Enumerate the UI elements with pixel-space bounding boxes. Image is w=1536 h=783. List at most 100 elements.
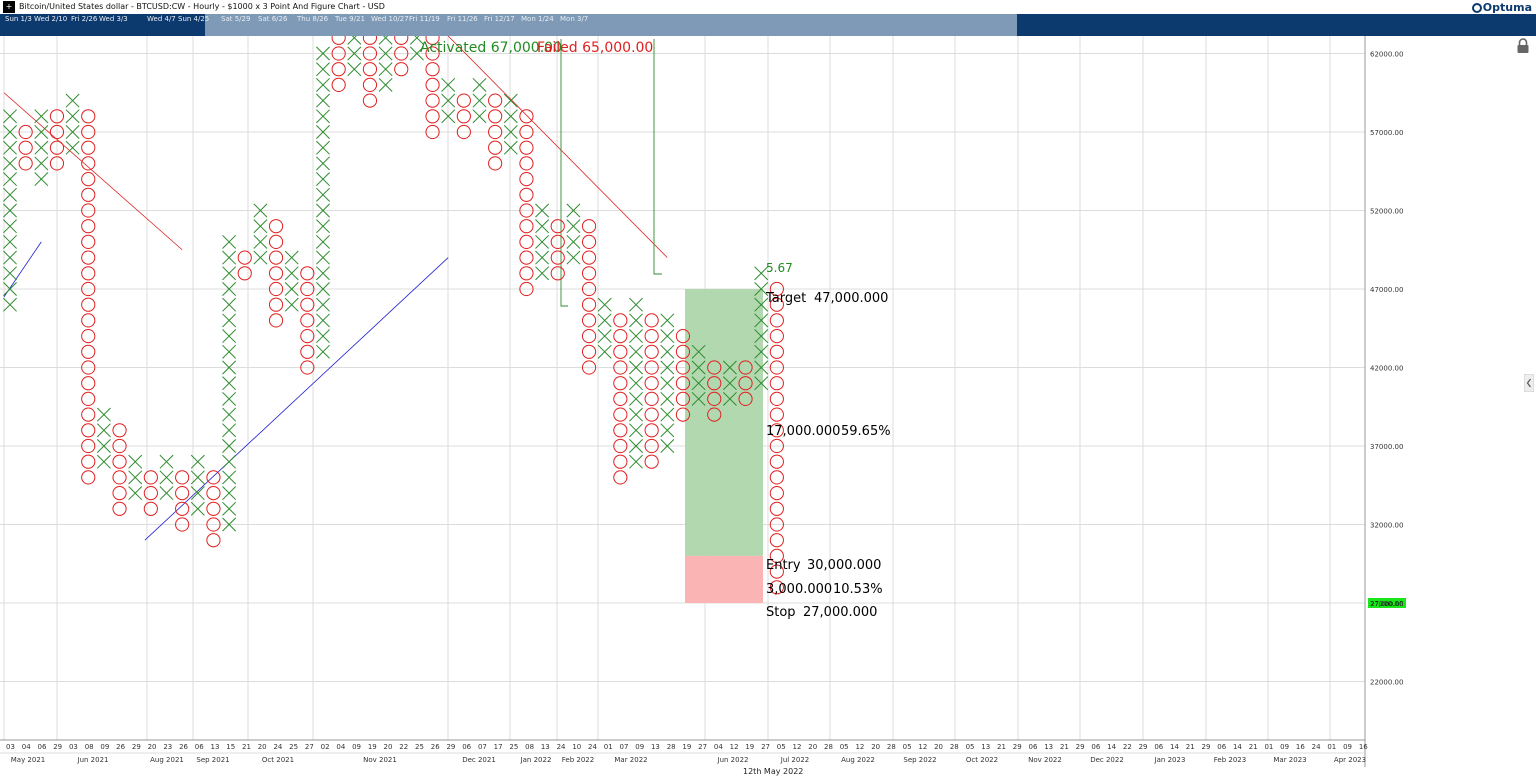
- x-stroke: [65, 93, 80, 108]
- x-stroke: [754, 360, 769, 375]
- x-tick-day-label: 01: [604, 743, 613, 751]
- lock-icon[interactable]: [1516, 38, 1530, 54]
- o-mark: [81, 109, 96, 124]
- o-mark: [550, 219, 565, 234]
- x-mark: [222, 391, 237, 406]
- o-mark: [112, 454, 127, 469]
- o-mark: [49, 140, 65, 155]
- o-mark: [81, 297, 96, 312]
- x-stroke: [754, 313, 769, 328]
- x-mark: [660, 423, 675, 438]
- o-mark: [644, 329, 659, 344]
- x-tick-day-label: 19: [745, 743, 754, 751]
- o-mark: [112, 438, 127, 454]
- o-mark: [456, 93, 471, 108]
- o-mark: [613, 313, 628, 328]
- x-tick-day-label: 29: [1202, 743, 1211, 751]
- x-stroke: [629, 407, 643, 422]
- x-tick-month-label: Jan 2023: [1154, 756, 1186, 764]
- x-stroke: [3, 140, 17, 155]
- x-stroke: [316, 203, 330, 218]
- x-stroke: [629, 439, 643, 453]
- x-mark: [722, 376, 737, 391]
- x-tick-month-label: Jan 2022: [520, 756, 552, 764]
- x-stroke: [691, 344, 706, 359]
- collapse-arrow-icon[interactable]: [1524, 374, 1534, 392]
- x-stroke: [566, 219, 581, 234]
- y-tick-label: 62000.00: [1370, 51, 1403, 59]
- x-mark: [128, 470, 143, 485]
- x-stroke: [566, 203, 581, 218]
- o-mark: [581, 234, 597, 249]
- x-mark: [597, 297, 612, 312]
- x-stroke: [597, 329, 612, 344]
- o-mark: [707, 360, 722, 375]
- o-mark: [769, 470, 784, 485]
- o-mark: [613, 391, 628, 406]
- o-mark: [769, 281, 784, 297]
- o-mark: [268, 234, 284, 249]
- x-mark: [316, 62, 330, 77]
- x-stroke: [378, 77, 393, 92]
- x-mark: [222, 407, 237, 422]
- x-tick-day-label: 26: [431, 743, 440, 751]
- o-mark: [362, 77, 378, 93]
- x-tick-day-label: 25: [509, 743, 518, 751]
- x-stroke: [190, 454, 205, 469]
- x-stroke: [629, 297, 643, 312]
- x-mark: [535, 234, 550, 249]
- x-mark: [222, 517, 237, 532]
- x-stroke: [629, 329, 643, 344]
- x-mark: [222, 344, 237, 359]
- o-mark: [81, 187, 96, 202]
- time-navigator[interactable]: Sun 1/3 Wed 2/10 Fri 2/26 Wed 3/3 Wed 4/7 Sun…: [0, 14, 1536, 36]
- x-tick-day-label: 19: [368, 743, 377, 751]
- x-stroke: [3, 219, 17, 234]
- x-stroke: [691, 376, 706, 391]
- x-stroke: [3, 156, 17, 171]
- risk-pct: 10.53%: [833, 582, 883, 597]
- o-mark: [175, 517, 190, 532]
- x-tick-day-label: 06: [462, 743, 471, 751]
- x-stroke: [660, 329, 675, 344]
- x-tick-day-label: 12: [918, 743, 927, 751]
- o-mark: [425, 46, 440, 61]
- o-mark: [769, 548, 784, 564]
- o-mark: [613, 470, 628, 485]
- o-mark: [644, 423, 659, 438]
- o-mark: [519, 281, 534, 297]
- x-mark: [3, 140, 17, 155]
- x-stroke: [629, 313, 643, 328]
- entry-value: 30,000.000: [807, 558, 881, 573]
- o-mark: [175, 470, 190, 485]
- x-stroke: [316, 297, 330, 312]
- x-stroke: [96, 407, 111, 422]
- o-mark: [644, 407, 659, 422]
- x-mark: [96, 423, 111, 438]
- gain-pct: 59.65%: [841, 424, 891, 439]
- x-mark: [629, 360, 643, 375]
- o-mark: [81, 140, 96, 155]
- o-mark: [519, 250, 534, 265]
- entry-label: Entry: [766, 558, 801, 573]
- x-stroke: [722, 360, 737, 375]
- x-tick-day-label: 21: [1249, 743, 1258, 751]
- x-stroke: [629, 344, 643, 359]
- app-icon[interactable]: +: [3, 1, 15, 13]
- o-mark: [644, 391, 659, 406]
- o-mark: [300, 281, 315, 297]
- x-tick-month-label: Sep 2021: [196, 756, 229, 764]
- x-stroke: [441, 109, 456, 124]
- navigator-window[interactable]: [205, 14, 1017, 36]
- x-mark: [222, 250, 237, 265]
- x-stroke: [660, 376, 675, 391]
- x-stroke: [503, 93, 518, 108]
- x-mark: [284, 266, 299, 281]
- navigator-date-label: Tue 9/21: [335, 15, 365, 23]
- o-mark: [488, 109, 503, 124]
- x-stroke: [472, 77, 487, 92]
- x-tick-day-label: 24: [273, 743, 282, 751]
- x-tick-day-label: 09: [635, 743, 644, 751]
- x-mark: [222, 501, 237, 516]
